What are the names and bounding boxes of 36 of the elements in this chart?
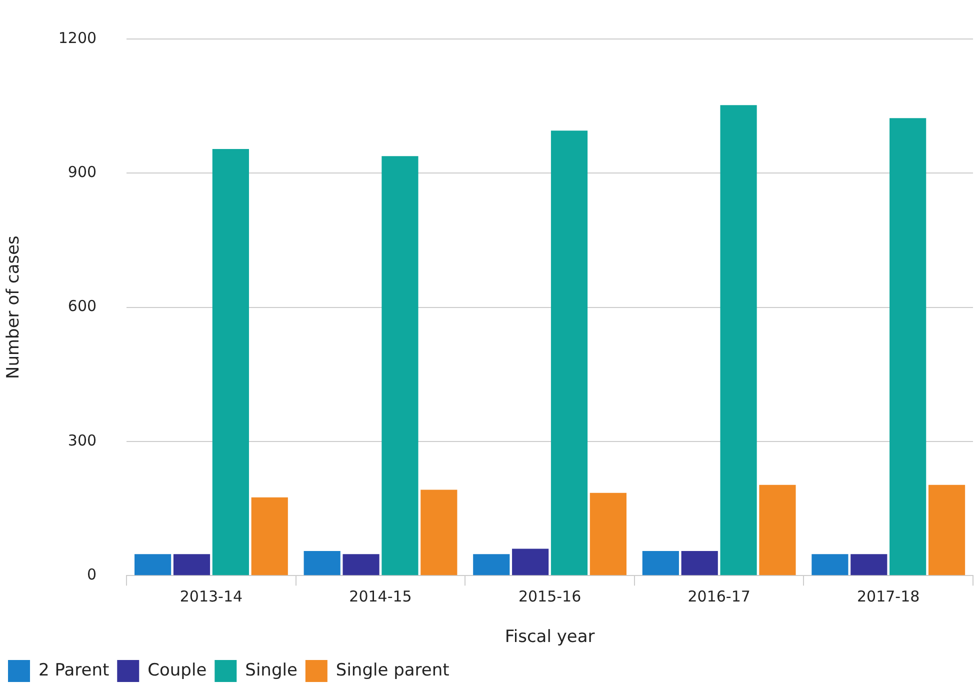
bar [850,554,888,576]
bar [473,554,510,576]
bar [681,551,718,576]
bar [420,490,458,576]
legend-label: Single [245,660,298,680]
y-tick-label: 1200 [58,28,97,47]
legend-label: 2 Parent [38,660,110,680]
x-tick-label: 2015-16 [518,587,582,606]
x-tick-label: 2013-14 [180,587,243,606]
bar [759,484,796,576]
x-axis-title: Fiscal year [504,627,595,648]
bar [251,497,288,576]
bar [720,105,757,576]
bar [642,551,679,576]
bar [304,551,340,576]
bar [134,554,172,576]
y-tick-label: 600 [68,297,97,316]
bar [212,149,249,576]
x-tick-label: 2017-18 [857,587,920,606]
bar [382,156,418,576]
y-axis-title: Number of cases [4,235,24,380]
legend-label: Couple [148,660,207,680]
bar [890,118,926,576]
x-tick-label: 2014-15 [349,587,412,606]
y-tick-label: 0 [87,565,97,584]
bar [928,484,966,576]
bar [812,554,848,576]
y-tick-label: 300 [68,431,97,450]
x-tick-label: 2016-17 [688,587,750,606]
bar [550,130,588,576]
bar [173,554,210,576]
bar [342,554,380,576]
bar [590,492,626,576]
bar [512,548,549,576]
y-tick-label: 900 [68,163,97,182]
legend-label: Single parent [336,660,450,680]
